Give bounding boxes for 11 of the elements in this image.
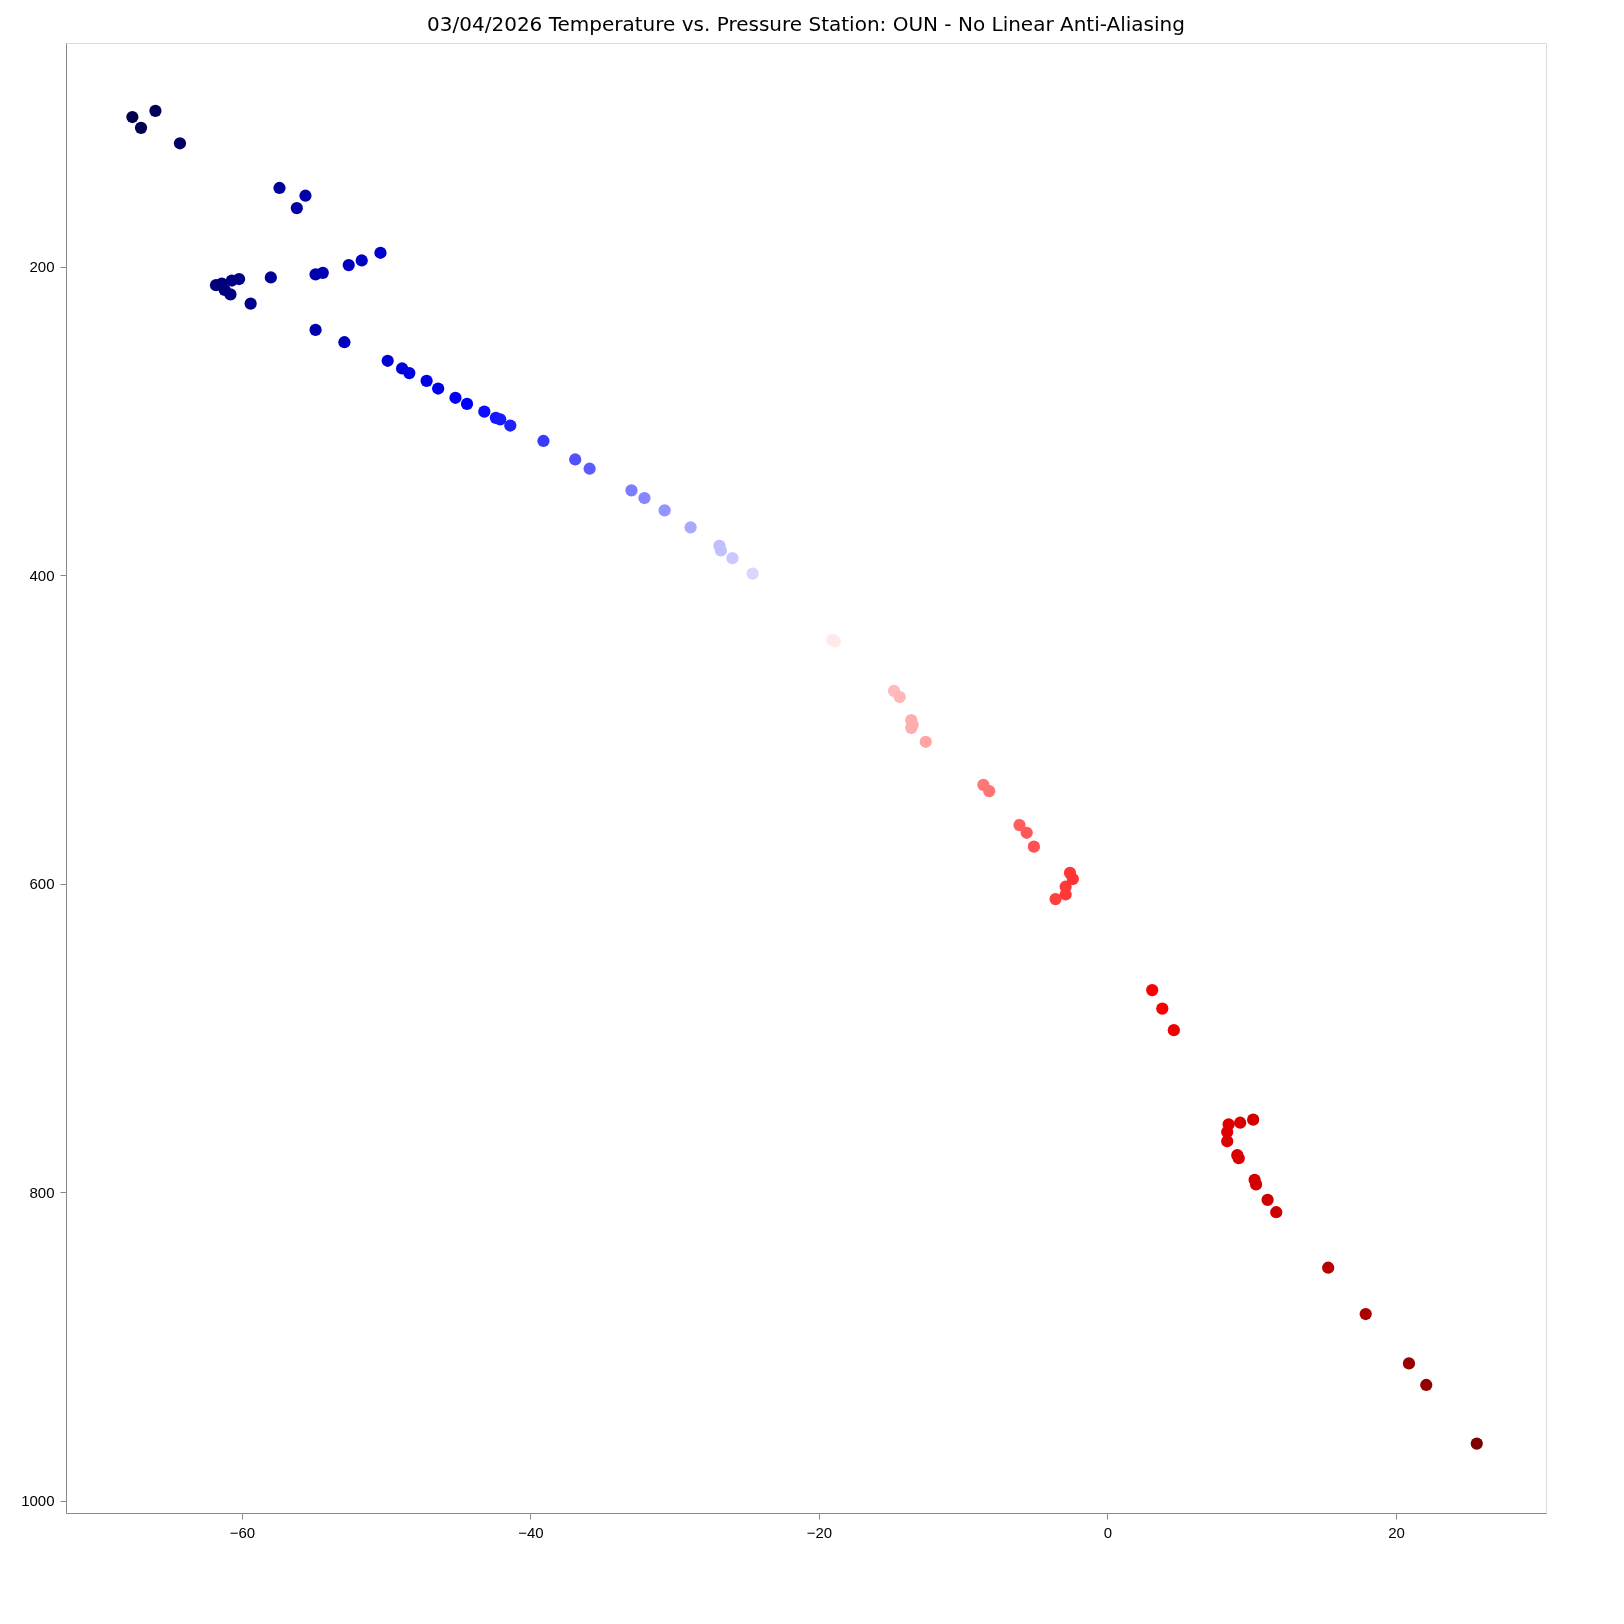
y-tick-label: 400	[29, 566, 55, 584]
chart-title: 03/04/2026 Temperature vs. Pressure Station: OUN - No Linear Anti-Aliasing	[427, 12, 1185, 36]
y-tick-label: 600	[29, 875, 55, 893]
y-tick-label: 800	[29, 1183, 55, 1201]
x-tick-label: −20	[806, 1523, 833, 1541]
x-tick-label: −60	[229, 1523, 256, 1541]
y-tick-label: 200	[29, 258, 55, 276]
x-tick-label: −40	[518, 1523, 544, 1541]
y-tick-label: 1000	[21, 1492, 55, 1510]
x-tick-label: 20	[1388, 1523, 1405, 1541]
x-tick-label: 0	[1103, 1523, 1113, 1541]
